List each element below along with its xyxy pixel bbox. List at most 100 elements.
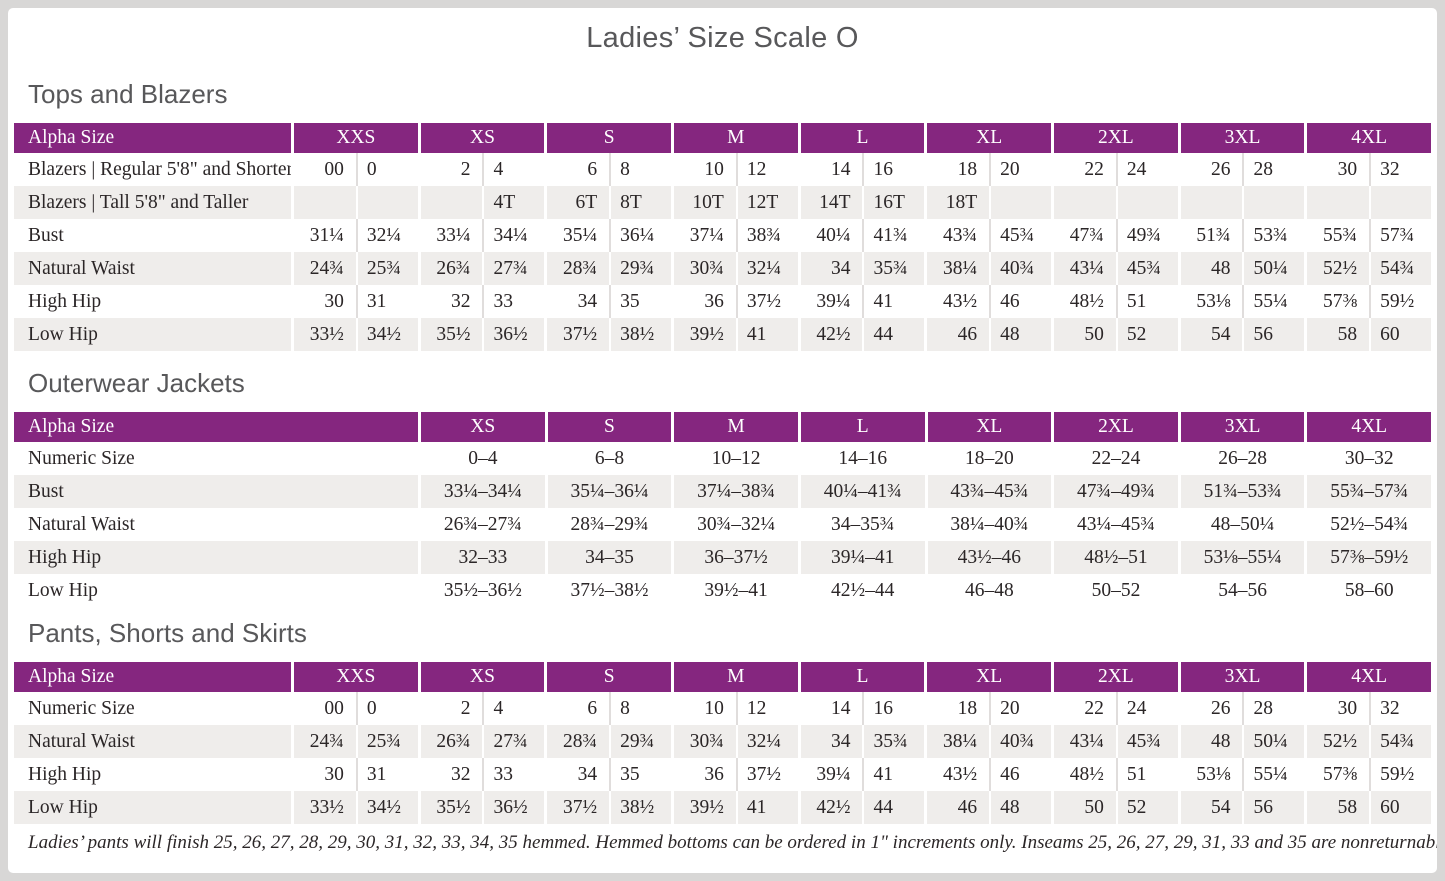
value-cell: 46 bbox=[957, 323, 978, 345]
value-cell bbox=[421, 186, 483, 219]
value-cell: 51 bbox=[1115, 285, 1178, 318]
size-group-cell: 30 32 bbox=[1304, 692, 1431, 725]
size-group-cell: 39¼ 41 bbox=[797, 758, 925, 791]
value-cell: 28¾ bbox=[563, 730, 598, 752]
size-col-header: 4XL bbox=[1304, 123, 1431, 153]
value-cell bbox=[294, 186, 356, 219]
value-cell: 12 bbox=[735, 153, 798, 186]
size-group-cell: 18T bbox=[924, 186, 1051, 219]
size-group-cell: 52½ 54¾ bbox=[1304, 725, 1431, 758]
value-cell: 53⅛ bbox=[1196, 763, 1231, 785]
size-col-header: S bbox=[544, 412, 672, 442]
size-col-header: L bbox=[797, 123, 925, 153]
size-group-cell: 32 33 bbox=[417, 285, 545, 318]
value-cell: 38¼ bbox=[943, 257, 978, 279]
value-cell: 55¼ bbox=[1242, 285, 1304, 318]
value-cell: 00 bbox=[324, 158, 344, 180]
value-cell: 36–37½ bbox=[671, 541, 798, 574]
value-cell: 22–24 bbox=[1051, 442, 1178, 475]
value-cell: 18T bbox=[945, 191, 978, 213]
value-cell: 24 bbox=[1115, 692, 1178, 725]
row-label: Natural Waist bbox=[28, 513, 135, 535]
value-cell: 8 bbox=[609, 692, 671, 725]
value-cell: 18 bbox=[957, 697, 978, 719]
size-group-cell bbox=[1304, 186, 1431, 219]
value-cell: 39¼–41 bbox=[797, 541, 925, 574]
table-row: Numeric Size 00 0 2 4 6 8 10 12 14 16 18 20 22 24 26 28 3… bbox=[14, 692, 1431, 725]
value-cell: 42½ bbox=[816, 796, 851, 818]
value-cell: 4 bbox=[482, 692, 544, 725]
value-cell: 51 bbox=[1115, 758, 1178, 791]
value-cell: 38¼–40¾ bbox=[924, 508, 1052, 541]
value-cell: 47¾ bbox=[1069, 224, 1104, 246]
value-cell: 41 bbox=[862, 758, 924, 791]
value-cell bbox=[1054, 186, 1116, 219]
value-cell: 41¾ bbox=[862, 219, 924, 252]
size-col-header: M bbox=[670, 123, 798, 153]
alpha-size-corner-cell: Alpha Size bbox=[14, 412, 418, 442]
value-cell: 42½ bbox=[816, 323, 851, 345]
size-group-cell: 57⅜ 59½ bbox=[1304, 758, 1431, 791]
value-cell: 41 bbox=[735, 318, 798, 351]
size-group-cell: 43½ 46 bbox=[924, 285, 1051, 318]
value-cell bbox=[989, 186, 1051, 219]
size-group-cell: 35¼ 36¼ bbox=[544, 219, 671, 252]
value-cell: 34 bbox=[577, 290, 598, 312]
size-col-header: XL bbox=[924, 412, 1052, 442]
value-cell: 35 bbox=[609, 285, 671, 318]
value-cell: 22 bbox=[1084, 697, 1104, 719]
value-cell: 57¾ bbox=[1369, 219, 1431, 252]
value-cell: 20 bbox=[989, 153, 1051, 186]
value-cell: 55¾–57¾ bbox=[1304, 475, 1431, 508]
size-group-cell: 55¾ 57¾ bbox=[1304, 219, 1431, 252]
tables-container: Tops and Blazers Alpha Size XXS XS S M L XL 2XL 3… bbox=[14, 81, 1431, 824]
table-section: Pants, Shorts and Skirts Alpha Size XXS XS S… bbox=[14, 620, 1431, 824]
value-cell: 34½ bbox=[355, 791, 418, 824]
value-cell: 35¾ bbox=[862, 252, 924, 285]
size-group-cell: 37¼ 38¾ bbox=[670, 219, 798, 252]
size-col-header: XS bbox=[418, 412, 545, 442]
value-cell: 40¼–41¾ bbox=[797, 475, 925, 508]
table-row: Numeric Size 0–4 6–8 10–12 14–16 18–20 22–24 26… bbox=[14, 442, 1431, 475]
size-group-cell: 52½ 54¾ bbox=[1304, 252, 1431, 285]
value-cell bbox=[1369, 186, 1431, 219]
value-cell: 54¾ bbox=[1369, 252, 1431, 285]
value-cell: 42½–44 bbox=[797, 574, 925, 607]
value-cell: 52 bbox=[1115, 791, 1178, 824]
value-cell: 48 bbox=[989, 318, 1051, 351]
row-label: Blazers | Regular 5'8" and Shorter bbox=[28, 158, 294, 180]
value-cell: 34 bbox=[830, 730, 851, 752]
value-cell: 10–12 bbox=[671, 442, 798, 475]
size-group-cell: 33½ 34½ bbox=[291, 791, 418, 824]
size-group-cell: 38¼ 40¾ bbox=[924, 725, 1051, 758]
value-cell: 2 bbox=[460, 158, 471, 180]
size-col-header: 4XL bbox=[1304, 662, 1431, 692]
value-cell: 54¾ bbox=[1369, 725, 1431, 758]
value-cell: 35½ bbox=[436, 796, 471, 818]
value-cell: 39½ bbox=[689, 323, 724, 345]
value-cell: 24¾ bbox=[309, 730, 344, 752]
value-cell: 40¾ bbox=[989, 725, 1051, 758]
size-group-cell: 46 48 bbox=[924, 318, 1051, 351]
value-cell: 34 bbox=[830, 257, 851, 279]
value-cell: 10 bbox=[704, 158, 724, 180]
value-cell: 24 bbox=[1115, 153, 1178, 186]
value-cell: 37½ bbox=[735, 285, 798, 318]
value-cell: 25¾ bbox=[355, 252, 418, 285]
value-cell: 44 bbox=[862, 791, 924, 824]
size-col-header: 2XL bbox=[1051, 412, 1178, 442]
value-cell: 0 bbox=[355, 153, 418, 186]
size-col-header: S bbox=[544, 662, 671, 692]
size-col-header: XXS bbox=[291, 662, 418, 692]
row-label: Low Hip bbox=[28, 796, 98, 818]
value-cell: 14 bbox=[830, 158, 851, 180]
value-cell: 31 bbox=[355, 285, 418, 318]
document-page: Ladies’ Size Scale O Tops and Blazers Alp… bbox=[8, 8, 1437, 873]
size-col-header: XS bbox=[417, 662, 545, 692]
size-group-cell: 43¾ 45¾ bbox=[924, 219, 1051, 252]
value-cell: 32 bbox=[450, 763, 471, 785]
value-cell: 14T bbox=[819, 191, 851, 213]
row-label: Numeric Size bbox=[28, 697, 135, 719]
size-group-cell: 43¼ 45¾ bbox=[1050, 252, 1178, 285]
table-row: Low Hip 35½–36½ 37½–38½ 39½–41 42½–44 46–48 50… bbox=[14, 574, 1431, 607]
